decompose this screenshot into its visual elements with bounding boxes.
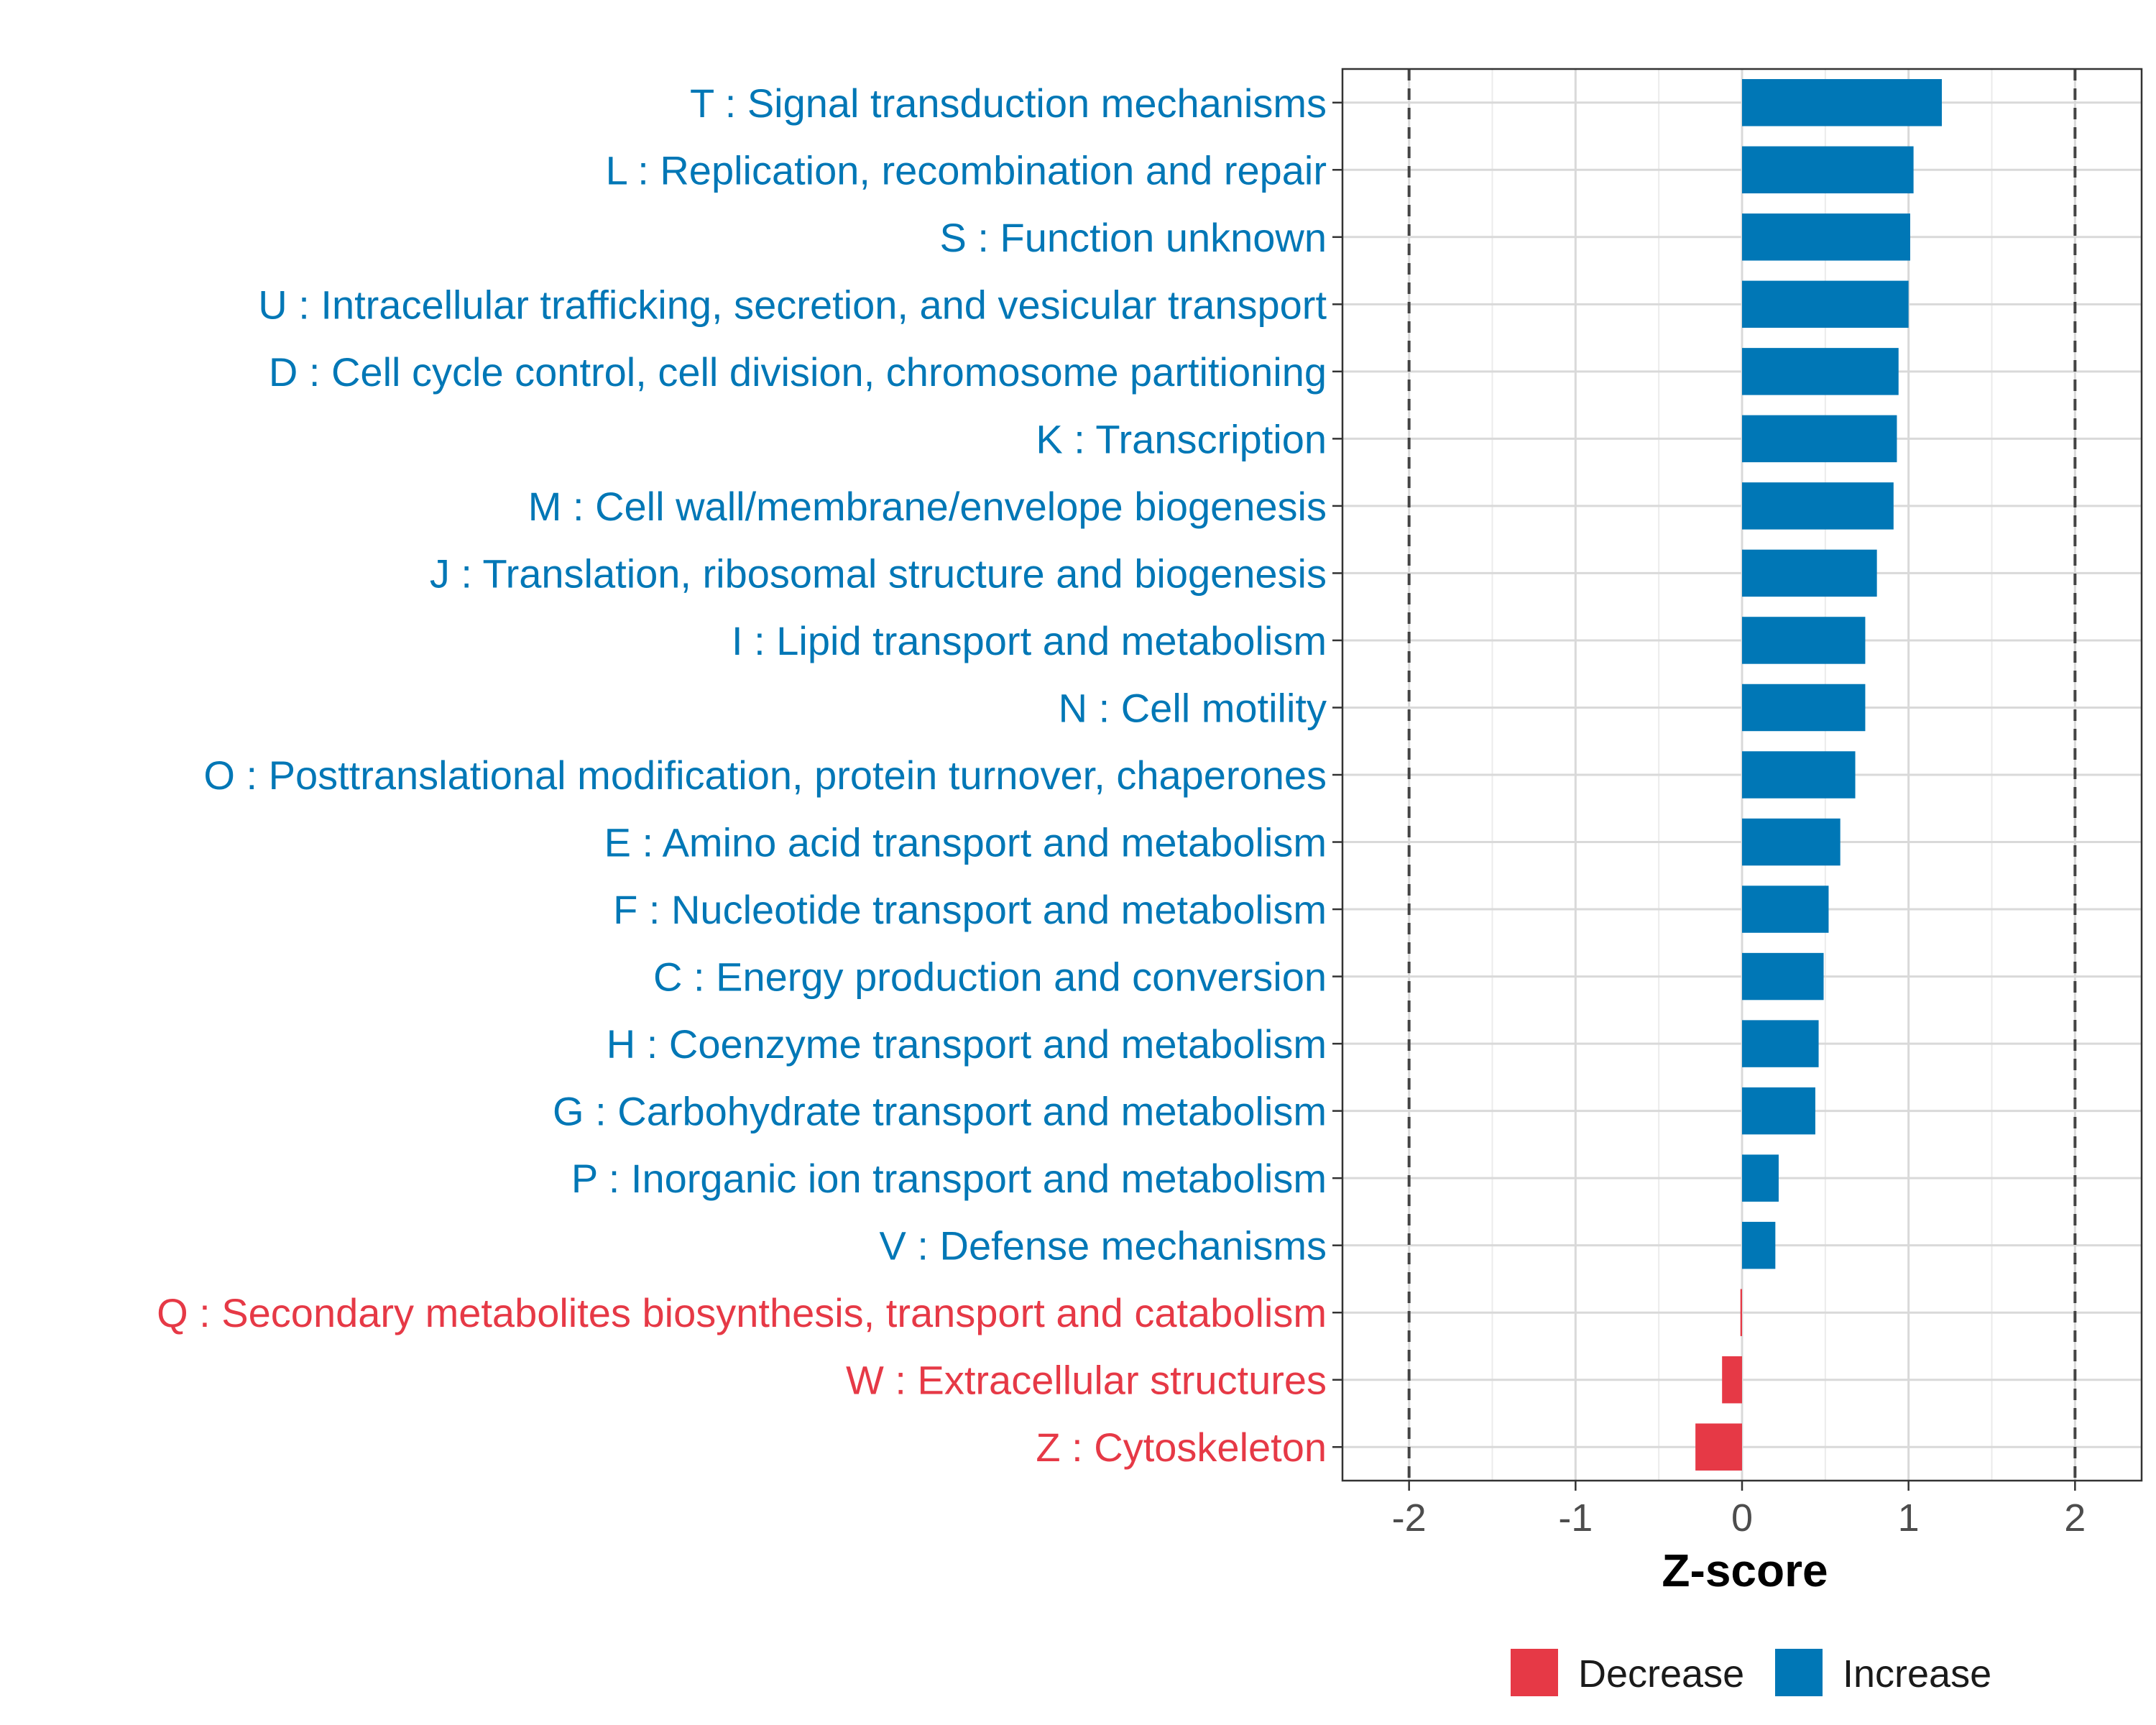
bar xyxy=(1742,415,1897,463)
category-label: C : Energy production and conversion xyxy=(653,954,1327,1000)
x-tick-label: 1 xyxy=(1898,1496,1920,1540)
bar xyxy=(1742,617,1866,664)
x-tick-label: -1 xyxy=(1558,1496,1593,1540)
category-label: D : Cell cycle control, cell division, c… xyxy=(269,349,1327,395)
category-label: P : Inorganic ion transport and metaboli… xyxy=(571,1156,1327,1201)
category-label: J : Translation, ribosomal structure and… xyxy=(430,551,1327,596)
bar xyxy=(1742,280,1909,328)
x-tick-label: -2 xyxy=(1392,1496,1427,1540)
bar xyxy=(1722,1356,1742,1404)
bar xyxy=(1742,146,1914,194)
bar xyxy=(1742,79,1942,126)
bar xyxy=(1740,1289,1742,1336)
bar xyxy=(1742,684,1866,732)
legend-swatch-decrease xyxy=(1511,1649,1558,1696)
legend-label-decrease: Decrease xyxy=(1578,1652,1744,1696)
bar xyxy=(1742,1020,1819,1067)
category-label: H : Coenzyme transport and metabolism xyxy=(607,1021,1327,1067)
category-label: E : Amino acid transport and metabolism xyxy=(604,820,1327,865)
category-label: T : Signal transduction mechanisms xyxy=(690,80,1327,126)
bar xyxy=(1742,482,1894,530)
category-label: O : Posttranslational modification, prot… xyxy=(203,753,1327,798)
category-label: L : Replication, recombination and repai… xyxy=(606,147,1327,193)
bar xyxy=(1695,1423,1742,1471)
category-label: G : Carbohydrate transport and metabolis… xyxy=(553,1089,1327,1134)
category-label: W : Extracellular structures xyxy=(846,1358,1327,1403)
legend-label-increase: Increase xyxy=(1843,1652,1991,1696)
bars xyxy=(1695,79,1942,1471)
reference-lines xyxy=(1407,69,2077,1481)
bar xyxy=(1742,1087,1815,1135)
x-tick-label: 0 xyxy=(1731,1496,1753,1540)
category-label: Z : Cytoskeleton xyxy=(1036,1425,1327,1470)
category-label: F : Nucleotide transport and metabolism xyxy=(613,887,1327,932)
bar xyxy=(1742,1154,1779,1202)
category-label: N : Cell motility xyxy=(1059,685,1327,730)
bar xyxy=(1742,213,1910,261)
x-axis-ticks: -2 -1 0 1 2 xyxy=(1392,1481,2086,1540)
bar xyxy=(1742,1221,1776,1269)
bar xyxy=(1742,549,1877,597)
bar xyxy=(1742,818,1841,866)
category-label: S : Function unknown xyxy=(939,215,1327,260)
bar xyxy=(1742,751,1856,799)
category-label: M : Cell wall/membrane/envelope biogenes… xyxy=(528,484,1327,529)
category-label: V : Defense mechanisms xyxy=(880,1223,1327,1269)
y-axis-labels: T : Signal transduction mechanisms L : Re… xyxy=(157,80,1327,1470)
legend: Decrease Increase xyxy=(1511,1649,1991,1696)
category-label: U : Intracellular trafficking, secretion… xyxy=(258,282,1327,327)
bar xyxy=(1742,952,1824,1000)
category-label: K : Transcription xyxy=(1036,416,1327,461)
x-tick-label: 2 xyxy=(2064,1496,2086,1540)
x-axis-title: Z-score xyxy=(1662,1545,1828,1596)
legend-swatch-increase xyxy=(1775,1649,1823,1696)
category-label: I : Lipid transport and metabolism xyxy=(732,618,1327,663)
bar xyxy=(1742,348,1899,395)
bar xyxy=(1742,886,1829,933)
category-label: Q : Secondary metabolites biosynthesis, … xyxy=(157,1290,1327,1335)
y-axis-ticks xyxy=(1332,101,1342,1448)
